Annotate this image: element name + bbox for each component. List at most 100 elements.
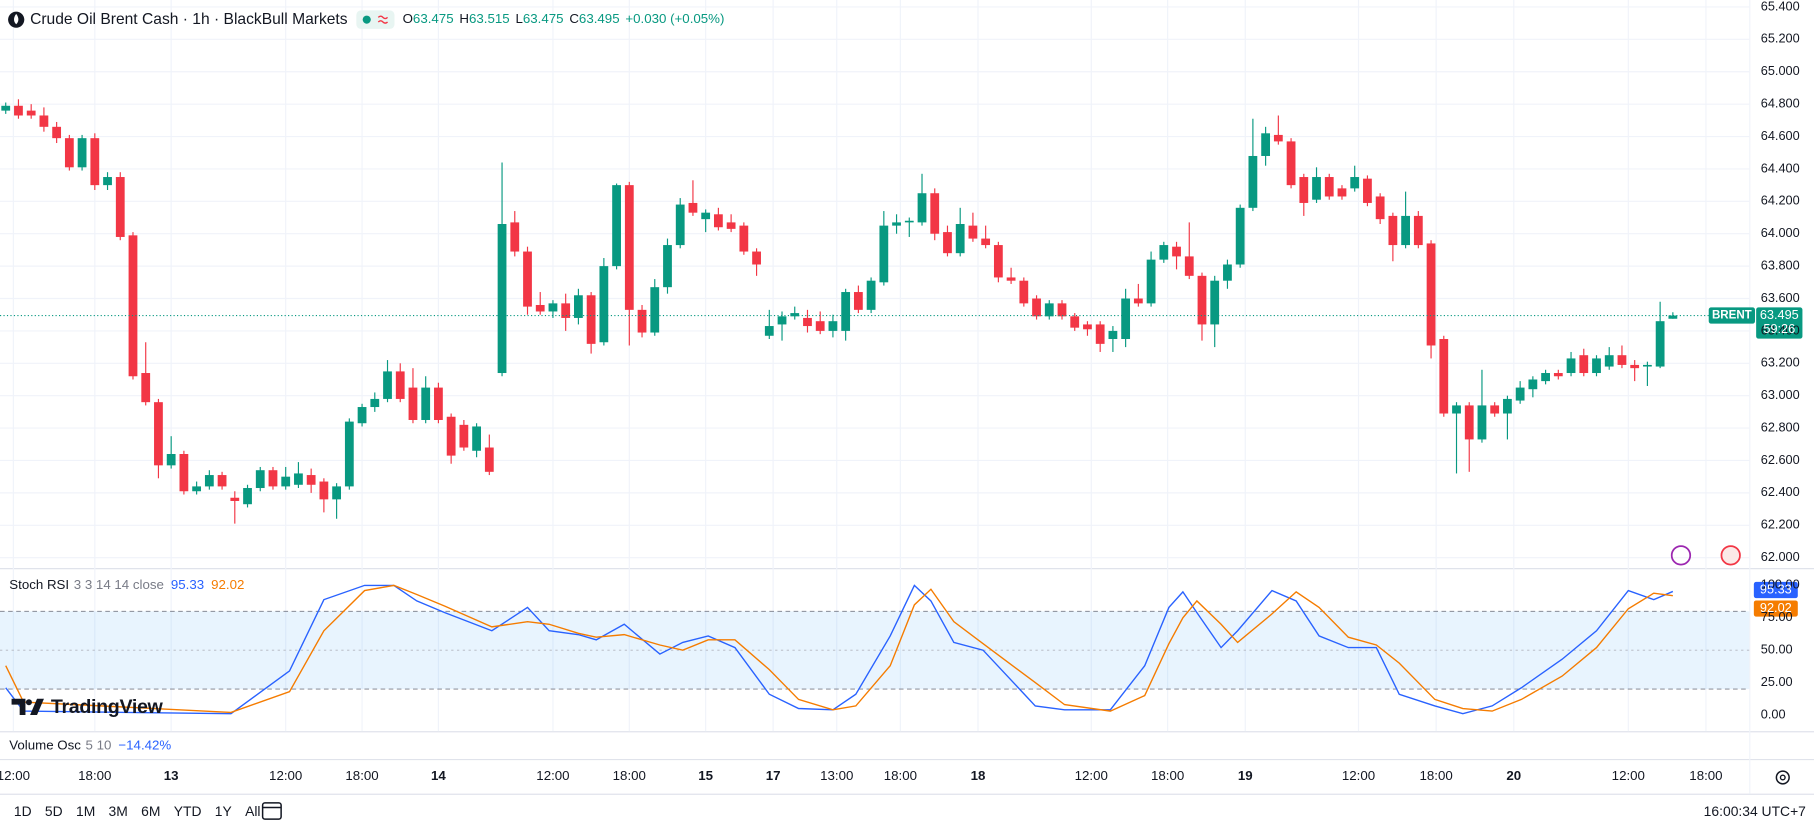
candle-body [1452,405,1461,414]
ohlc-value: 63.495 [579,11,620,26]
candle-body [1503,398,1512,414]
candle-body [1261,133,1271,156]
candle-body [853,292,863,310]
y-tick-label: 65.000 [1761,63,1800,78]
indicator-value: 92.02 [211,577,244,592]
candle-body [1159,245,1169,260]
candle-body [421,387,431,420]
candle-body [955,224,965,254]
ohlc-value: 63.475 [523,11,564,26]
candle-body [1579,355,1589,374]
indicator-value: 95.33 [171,577,204,592]
range-button[interactable]: 1Y [215,803,232,819]
ohlc-value: 63.515 [469,11,510,26]
candle-body [599,266,609,343]
candle-body [1146,259,1156,304]
candle-body [1057,303,1067,317]
x-tick-label: 12:00 [0,768,30,783]
candle-body [395,371,405,399]
settings-icon[interactable] [1775,770,1790,785]
last-price-label: 63.495 [1760,307,1799,322]
indicator-params: 5 10 [86,738,112,753]
candle-body [1464,405,1474,440]
candle-body [663,245,672,288]
candle-body [115,177,125,237]
indicator-params: 3 3 14 14 close [74,577,164,592]
candle-body [866,280,876,310]
settings-icon-core [1779,774,1786,781]
candle-body [166,454,176,466]
candle-body [1273,134,1283,142]
y-tick-label: 64.400 [1761,160,1800,175]
candle-body [1363,178,1372,203]
candle-body [192,486,202,492]
ohlc-letter: H [459,11,469,26]
candle-body [752,251,761,265]
y-tick-label: 65.200 [1761,31,1800,46]
candle-body [39,115,49,127]
range-button[interactable]: 5D [45,803,63,819]
candle-body [968,225,978,239]
status-dot [362,15,371,24]
candle-body [777,316,787,325]
y-tick-label: 63.400 [1761,322,1800,337]
events-icon[interactable] [1670,545,1692,566]
candle-body [344,421,354,487]
status-pill[interactable] [356,10,395,29]
candle-body [141,373,151,403]
flag-icon[interactable] [1720,545,1741,566]
range-button[interactable]: 3M [109,803,128,819]
candle-body [26,110,36,116]
x-tick-label: 13:00 [820,768,853,783]
candle-body [1515,387,1525,401]
candle-body [1413,215,1423,246]
candle-body [637,309,647,333]
range-button[interactable]: 6M [141,803,160,819]
candle-body [1312,177,1321,200]
y-tick-label: 62.600 [1761,452,1800,467]
range-button[interactable]: YTD [174,803,202,819]
candle-body [1006,277,1016,281]
stoch-line [5,584,1674,715]
candle-body [294,473,303,485]
candle-body [204,475,214,487]
candle-body [650,287,660,333]
candle-body [815,321,825,331]
x-tick-label: 12:00 [269,768,302,783]
candle-body [1286,141,1296,186]
stoch-line [5,584,1673,714]
candle-body [535,304,545,312]
logo-text: TradingView [51,696,164,718]
candle-body [675,204,685,246]
range-button[interactable]: 1M [76,803,95,819]
y-tick-label: 62.200 [1761,517,1800,532]
indicator-title: Stoch RSI [9,577,69,592]
last-price-tag-bg [1756,307,1803,339]
candle-body [1121,298,1131,340]
symbol-tag-bg [1708,307,1755,324]
ohlc-value: 63.475 [413,11,454,26]
x-tick-label: 12:00 [536,768,569,783]
calendar-icon[interactable] [261,802,282,820]
candle-body [904,220,914,223]
x-tick-label: 18:00 [345,768,378,783]
candle-body [154,402,163,466]
y-tick-label: 64.000 [1761,225,1800,240]
y-tick-label: 25.00 [1761,674,1793,689]
candle-body [319,481,329,500]
range-button[interactable]: 1D [14,803,32,819]
candle-body [497,224,507,374]
range-button[interactable]: All [245,803,260,819]
candle-body [739,225,749,252]
candle-body [255,470,265,489]
candles [1,99,1678,524]
candle-body [1401,215,1411,246]
candle-body [1070,316,1080,328]
logo-mark [11,698,44,715]
candle-body [1655,321,1665,367]
candle-body [1172,246,1181,257]
candle-body [586,295,596,344]
candle-body [14,105,23,116]
candle-body [179,454,189,492]
